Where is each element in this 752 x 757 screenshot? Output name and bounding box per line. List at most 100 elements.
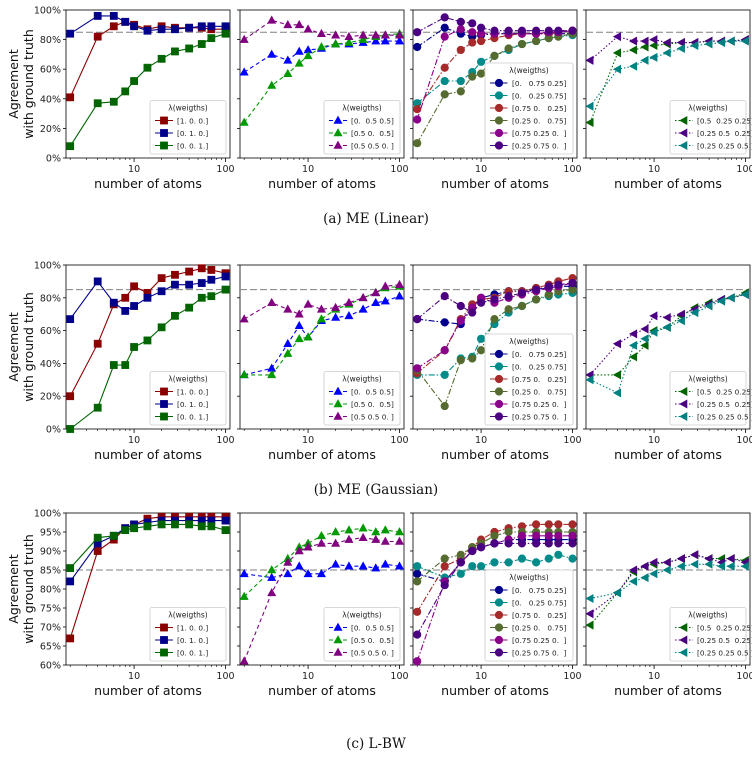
legend-box	[323, 100, 401, 155]
data-point	[93, 277, 102, 286]
legend-label: [1. 0. 0.]	[177, 117, 208, 126]
data-point	[690, 550, 699, 560]
data-point	[532, 558, 541, 567]
data-point	[130, 302, 138, 310]
data-point	[690, 559, 699, 569]
data-point	[121, 361, 130, 369]
data-point	[628, 352, 638, 362]
data-point	[93, 547, 102, 555]
legend-label: [0.25 0. 0.75]	[512, 624, 567, 633]
x-axis-label: number of atoms	[614, 447, 722, 462]
y-tick-label: 20%	[40, 124, 61, 135]
series-line-4	[416, 535, 573, 662]
legend-marker	[494, 387, 504, 396]
legend-label: [0.25 0.75 0. ]	[512, 649, 567, 658]
data-point	[239, 34, 249, 43]
legend-label: [0.75 0. 0.25]	[512, 375, 567, 384]
y-tick-label: 90%	[40, 547, 61, 558]
data-point	[413, 42, 422, 52]
data-point	[316, 538, 326, 547]
legend-marker	[333, 411, 343, 420]
data-point	[303, 542, 313, 551]
data-point	[468, 562, 477, 571]
data-point	[171, 280, 179, 289]
data-point	[628, 45, 638, 55]
data-point	[440, 63, 449, 72]
data-point	[380, 36, 390, 45]
y-tick-label: 40%	[40, 94, 61, 105]
legend-label: [0.5 0. 0.5]	[351, 400, 394, 409]
legend-marker	[160, 412, 168, 421]
data-point	[283, 19, 293, 29]
legend-marker	[494, 362, 504, 371]
data-point	[93, 99, 102, 108]
data-point	[612, 370, 622, 380]
data-point	[456, 550, 465, 559]
data-point	[358, 561, 368, 570]
data-point	[640, 334, 649, 344]
legend-title: λ(weigths)	[168, 104, 208, 113]
legend-label: [0. 0. 1.]	[177, 142, 208, 151]
data-point	[532, 36, 541, 46]
data-point	[109, 531, 118, 540]
data-point	[662, 48, 671, 58]
data-point	[394, 30, 405, 39]
y-tick-label: 75%	[40, 604, 61, 615]
data-point	[413, 364, 422, 373]
data-point	[532, 520, 541, 529]
panel-r1-c0: 0% 20% 40% 60% 80% 100% 10 100 number of atoms λ(…	[34, 261, 235, 463]
data-point	[476, 562, 486, 571]
legend: λ(weigths) [0. 0.75 0.25] [0. 0.25 0.75] [0…	[484, 569, 574, 662]
data-point	[504, 26, 513, 35]
data-point	[468, 38, 477, 47]
data-point	[294, 46, 304, 55]
data-point	[612, 64, 622, 74]
data-point	[221, 272, 230, 281]
x-tick-label: 10	[128, 435, 140, 446]
legend-label: [0. 0.5 0.5]	[351, 388, 394, 397]
data-point	[544, 539, 553, 548]
legend-marker	[333, 399, 343, 408]
data-point	[303, 299, 313, 308]
data-point	[690, 308, 699, 318]
data-point	[413, 115, 422, 124]
legend-label: [0.25 0.25 0.5 ]	[697, 649, 752, 658]
legend-box	[323, 371, 401, 426]
x-tick-label: 10	[475, 435, 487, 446]
data-point	[628, 61, 638, 71]
data-point	[476, 346, 486, 355]
data-point	[371, 36, 381, 45]
legend: λ(weigths) [0. 0.5 0.5] [0.5 0. 0.5] [0.5 0…	[323, 371, 401, 426]
legend-box	[669, 100, 747, 155]
data-point	[344, 31, 354, 40]
data-point	[628, 576, 638, 586]
legend: λ(weigths) [1. 0. 0.] [0. 1. 0.] [0. 0. 1.]	[149, 100, 227, 155]
data-point	[197, 522, 206, 531]
data-point	[344, 297, 354, 307]
data-point	[207, 34, 216, 43]
legend-label: [1. 0. 0.]	[177, 388, 208, 397]
panel-r1-c3: 10 100 number of atoms λ(weigths) [0.5 0.25 …	[583, 264, 752, 462]
data-point	[704, 39, 713, 49]
x-tick-label: 100	[390, 164, 408, 175]
data-point	[380, 525, 390, 534]
data-point	[413, 569, 422, 578]
data-point	[197, 264, 206, 273]
data-point	[649, 569, 658, 579]
legend-box	[149, 607, 227, 662]
data-point	[358, 304, 368, 313]
legend-label: [0. 0.75 0.25]	[512, 586, 567, 595]
legend: λ(weigths) [0.5 0.25 0.25] [0.25 0.5 0.25]…	[669, 371, 752, 426]
data-point	[380, 30, 390, 39]
legend: λ(weigths) [0. 0.5 0.5] [0.5 0. 0.5] [0.5 0…	[323, 607, 401, 662]
y-tick-label: 95%	[40, 528, 61, 539]
data-point	[121, 526, 130, 534]
y-tick-label: 0%	[46, 154, 61, 165]
legend-marker	[160, 141, 168, 150]
x-tick-label: 100	[216, 435, 234, 446]
data-point	[662, 565, 671, 575]
legend-label: [0. 0.25 0.75]	[512, 599, 567, 608]
legend-box	[484, 333, 574, 426]
legend-marker	[494, 648, 504, 657]
subfigure-caption: (a) ME (Linear)	[323, 211, 429, 227]
